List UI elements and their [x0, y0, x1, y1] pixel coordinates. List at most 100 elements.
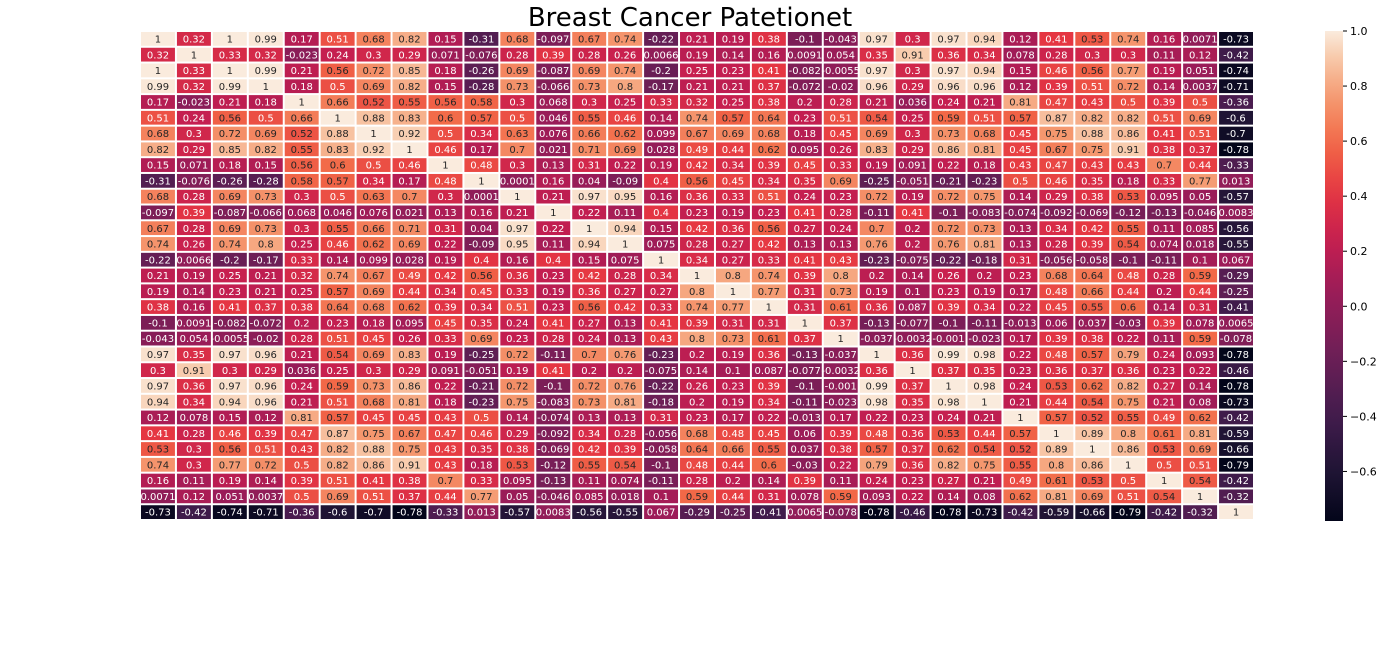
heatmap-cell-label: 0.11 — [1153, 50, 1175, 61]
heatmap-cell — [176, 205, 211, 220]
heatmap-cell — [608, 110, 643, 125]
heatmap-cell-label: 0.56 — [1081, 66, 1103, 77]
heatmap-cell-label: 0.37 — [901, 382, 923, 393]
heatmap-cell — [1039, 347, 1074, 362]
heatmap-cell-label: 0.21 — [866, 98, 888, 109]
heatmap-cell — [1219, 442, 1253, 456]
heatmap-cell-label: 0.21 — [147, 271, 169, 282]
heatmap-cell — [1219, 252, 1253, 267]
heatmap-cell — [1039, 426, 1074, 441]
heatmap-cell-label: -0.31 — [145, 176, 171, 187]
heatmap-cell — [680, 237, 714, 251]
heatmap-cell — [248, 47, 283, 62]
heatmap-cell — [428, 173, 463, 188]
heatmap-cell-label: -0.13 — [792, 350, 818, 361]
heatmap-cell — [1039, 379, 1074, 393]
heatmap-cell-label: 0.35 — [794, 176, 816, 187]
heatmap-cell — [1183, 142, 1218, 157]
heatmap-cell — [644, 237, 679, 251]
heatmap-cell — [392, 268, 427, 283]
heatmap-cell-label: 1 — [945, 382, 951, 393]
heatmap-cell-label: 0.22 — [866, 413, 888, 424]
heatmap-cell — [572, 315, 607, 330]
heatmap-cell — [859, 63, 894, 78]
heatmap-cell-label: 0.21 — [686, 34, 708, 45]
heatmap-cell — [428, 331, 463, 346]
heatmap-cell-label: 0.12 — [183, 492, 205, 503]
heatmap-cell-label: 0.62 — [758, 145, 780, 156]
heatmap-cell-label: 0.13 — [614, 334, 636, 345]
heatmap-cell — [464, 410, 499, 425]
heatmap-cell-label: 0.34 — [722, 161, 744, 172]
heatmap-cell-label: 0.67 — [686, 129, 708, 140]
heatmap-cell — [176, 79, 211, 94]
heatmap-cell-label: 0.96 — [973, 82, 995, 93]
heatmap-cell — [895, 473, 930, 488]
heatmap-cell — [428, 189, 463, 204]
heatmap-cell — [248, 426, 283, 441]
heatmap-cell-label: 0.24 — [1153, 350, 1175, 361]
heatmap-cell — [1219, 284, 1253, 299]
heatmap-cell — [1219, 63, 1253, 78]
heatmap-cell — [680, 473, 714, 488]
heatmap-cell-label: 0.44 — [1189, 161, 1211, 172]
heatmap-cell-label: 1 — [191, 50, 197, 61]
heatmap-cell-label: 0.45 — [470, 287, 492, 298]
heatmap-cell-label: -0.092 — [537, 429, 569, 440]
heatmap-cell-label: 0.74 — [614, 34, 636, 45]
heatmap-cell-label: 0.04 — [470, 224, 492, 235]
heatmap-cell — [572, 331, 607, 346]
heatmap-cell — [1111, 158, 1146, 172]
heatmap-cell — [1003, 173, 1038, 188]
heatmap-cell-label: 0.24 — [937, 98, 959, 109]
heatmap-cell — [895, 126, 930, 141]
heatmap-cell — [680, 63, 714, 78]
heatmap-cell — [823, 331, 858, 346]
heatmap-cell — [1003, 394, 1038, 409]
heatmap-cell — [859, 300, 894, 314]
heatmap-cell-label: 0.53 — [1153, 445, 1175, 456]
heatmap-cell-label: 0.091 — [898, 161, 927, 172]
heatmap-cell — [967, 142, 1002, 157]
heatmap-cell — [1039, 95, 1074, 109]
heatmap-cell — [715, 363, 750, 378]
heatmap-cell-label: 0.036 — [898, 98, 927, 109]
heatmap-cell — [608, 79, 643, 94]
heatmap-cell-label: 0.94 — [973, 66, 995, 77]
heatmap-cell-label: 0.14 — [1189, 382, 1211, 393]
heatmap-cell-label: 0.095 — [503, 476, 532, 487]
heatmap-cell-label: 0.44 — [1189, 287, 1211, 298]
heatmap-cell-label: 0.58 — [291, 176, 313, 187]
heatmap-cell-label: 0.13 — [542, 161, 564, 172]
heatmap-cell-label: 0.38 — [398, 476, 420, 487]
heatmap-cell-label: 0.73 — [973, 224, 995, 235]
heatmap-cell-label: -0.2 — [651, 66, 671, 77]
heatmap-cell-label: -0.02 — [828, 82, 854, 93]
heatmap-cell-label: 0.23 — [686, 413, 708, 424]
heatmap-cell — [356, 394, 391, 409]
heatmap-cell — [1111, 315, 1146, 330]
heatmap-cell-label: 0.16 — [758, 50, 780, 61]
heatmap-cell — [680, 300, 714, 314]
heatmap-cell — [536, 363, 571, 378]
heatmap-cell-label: 0.51 — [1189, 460, 1211, 471]
heatmap-cell-label: 0.13 — [1009, 240, 1031, 251]
heatmap-cell-label: 0.19 — [219, 476, 241, 487]
heatmap-cell — [356, 347, 391, 362]
heatmap-cell-label: 0.11 — [830, 476, 852, 487]
heatmap-cell — [680, 284, 714, 299]
heatmap-cell — [500, 394, 535, 409]
heatmap-cell — [1111, 221, 1146, 236]
heatmap-cell — [212, 158, 247, 172]
heatmap-cell-label: 0.54 — [1189, 476, 1211, 487]
heatmap-cell-label: 0.45 — [1045, 303, 1067, 314]
heatmap-cell — [356, 284, 391, 299]
heatmap-cell — [931, 205, 966, 220]
heatmap-cell-label: 0.21 — [506, 208, 528, 219]
heatmap-cell-label: 0.037 — [790, 445, 819, 456]
heatmap-cell — [536, 284, 571, 299]
heatmap-cell — [644, 347, 679, 362]
heatmap-cell-label: 0.87 — [1045, 113, 1067, 124]
heatmap-cell-label: 0.075 — [611, 255, 640, 266]
heatmap-cell — [176, 315, 211, 330]
